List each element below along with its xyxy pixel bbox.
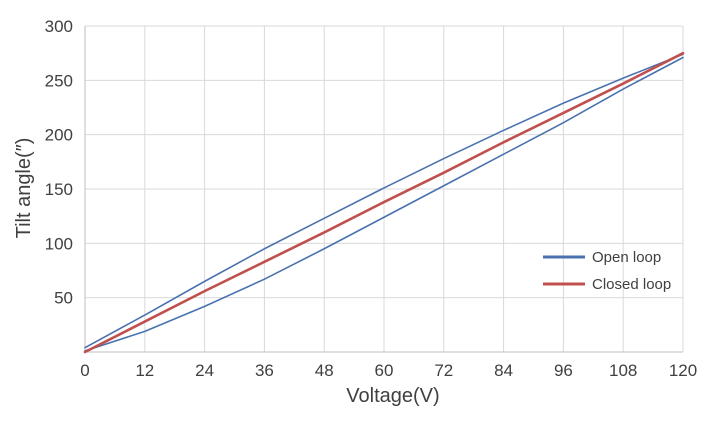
x-tick-label: 24 (195, 361, 214, 380)
legend-label-open-loop: Open loop (592, 249, 661, 266)
y-tick-label: 250 (45, 71, 73, 90)
legend: Open loop Closed loop (543, 249, 671, 293)
x-tick-label: 84 (494, 361, 513, 380)
y-tick-label: 100 (45, 234, 73, 253)
y-axis-title: Tilt angle(″) (13, 138, 35, 239)
tick-labels: 0 12 24 36 48 60 72 84 96 108 120 50 100 150 200 250 300 (45, 17, 698, 380)
x-tick-label: 12 (135, 361, 154, 380)
axes (84, 26, 683, 353)
grid (85, 25, 684, 352)
y-tick-label: 50 (54, 289, 73, 308)
x-axis-title: Voltage(V) (346, 385, 439, 407)
x-tick-label: 96 (554, 361, 573, 380)
open-loop-line (84, 53, 684, 349)
closed-loop-line (83, 51, 685, 354)
x-tick-label: 72 (434, 361, 453, 380)
x-tick-label: 48 (315, 361, 334, 380)
series-lines (83, 51, 685, 354)
x-tick-label: 0 (80, 361, 89, 380)
y-tick-label: 150 (45, 180, 73, 199)
open-loop-line (84, 56, 684, 352)
x-tick-label: 120 (669, 361, 697, 380)
legend-label-closed-loop: Closed loop (592, 276, 671, 293)
x-tick-label: 60 (375, 361, 394, 380)
x-tick-label: 108 (609, 361, 637, 380)
y-tick-label: 200 (45, 126, 73, 145)
y-tick-label: 300 (45, 17, 73, 36)
x-tick-label: 36 (255, 361, 274, 380)
